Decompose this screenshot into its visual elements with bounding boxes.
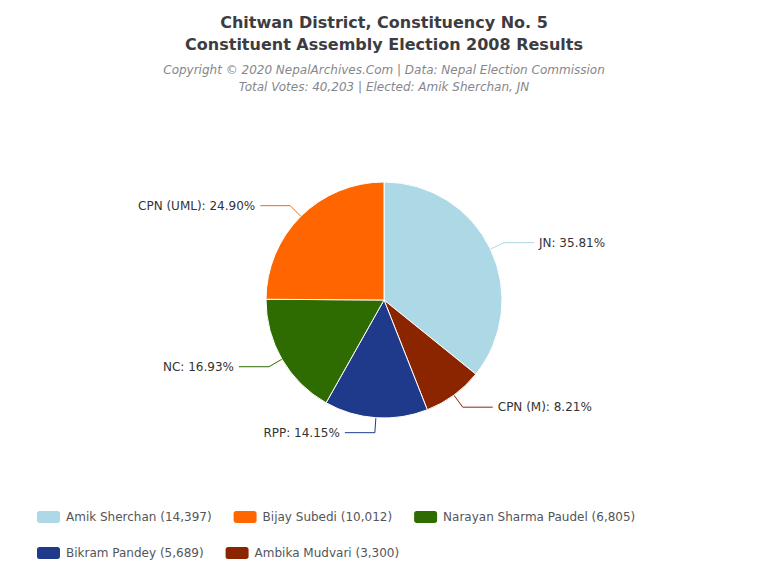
svg-text:Bikram Pandey (5,689): Bikram Pandey (5,689) — [66, 546, 204, 560]
svg-text:CPN (M): 8.21%: CPN (M): 8.21% — [498, 400, 592, 414]
svg-text:RPP: 14.15%: RPP: 14.15% — [263, 426, 339, 440]
svg-text:JN: 35.81%: JN: 35.81% — [538, 236, 605, 250]
svg-text:Chitwan District, Constituency: Chitwan District, Constituency No. 5 — [220, 13, 548, 32]
svg-text:Bijay Subedi (10,012): Bijay Subedi (10,012) — [263, 510, 393, 524]
svg-text:Amik Sherchan (14,397): Amik Sherchan (14,397) — [66, 510, 212, 524]
svg-text:NC: 16.93%: NC: 16.93% — [163, 360, 234, 374]
svg-text:Copyright © 2020 NepalArchives: Copyright © 2020 NepalArchives.Com | Dat… — [163, 63, 605, 77]
svg-text:Constituent Assembly Election: Constituent Assembly Election 2008 Resul… — [185, 35, 583, 54]
svg-text:Total Votes: 40,203 | Elected:: Total Votes: 40,203 | Elected: Amik Sher… — [239, 80, 529, 94]
svg-text:CPN (UML): 24.90%: CPN (UML): 24.90% — [138, 199, 255, 213]
svg-text:Narayan Sharma Paudel (6,805): Narayan Sharma Paudel (6,805) — [443, 510, 635, 524]
svg-text:Ambika Mudvari (3,300): Ambika Mudvari (3,300) — [255, 546, 400, 560]
